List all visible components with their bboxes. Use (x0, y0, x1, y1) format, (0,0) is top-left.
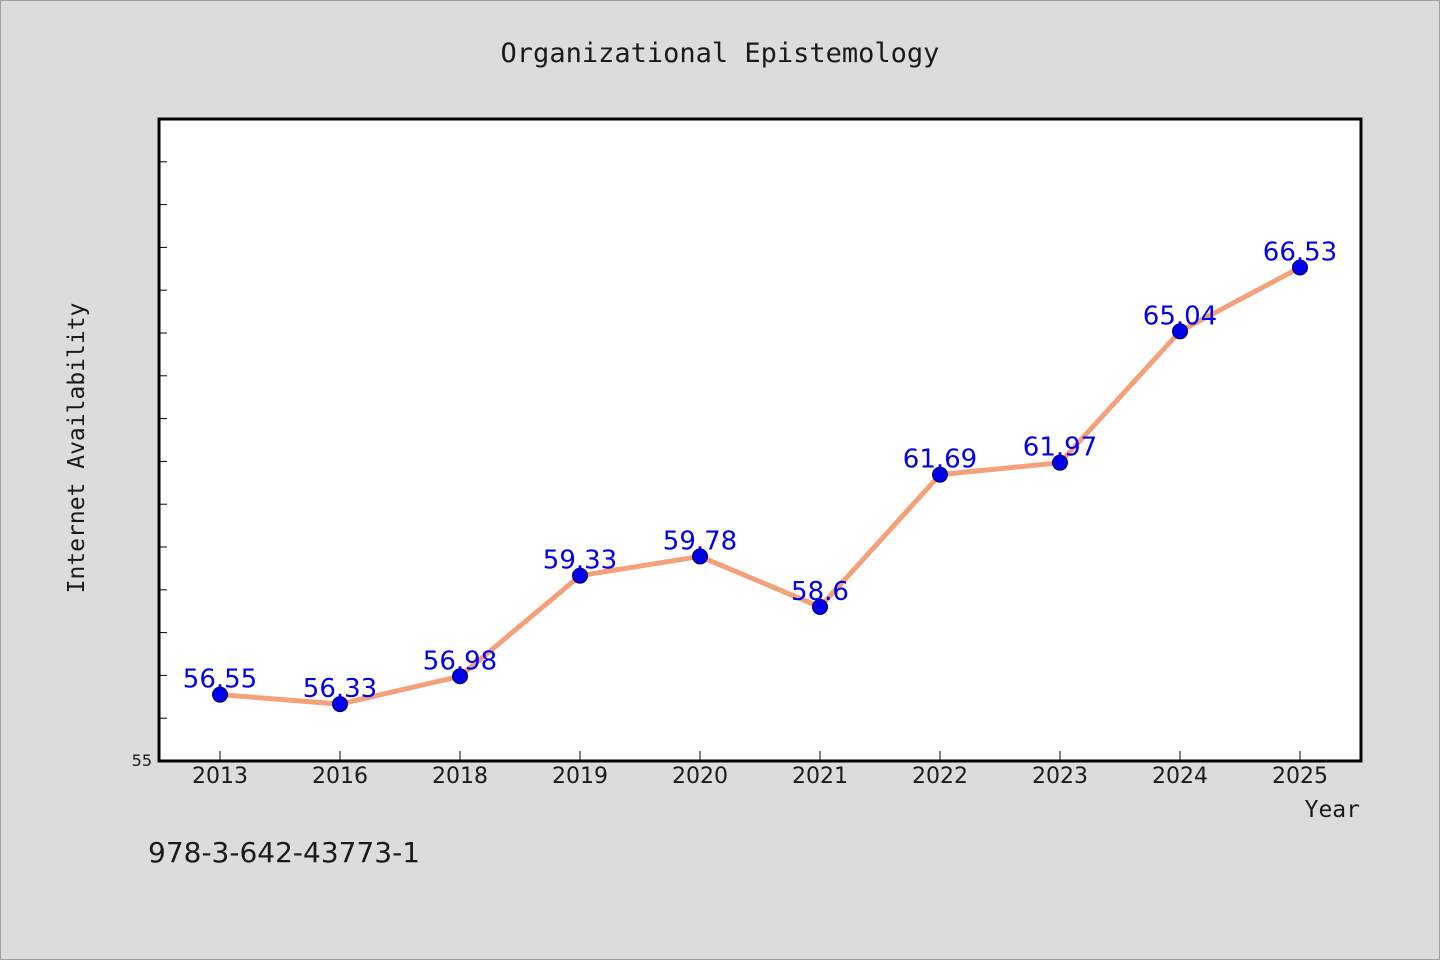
x-tick-label: 2021 (792, 764, 848, 789)
data-label: 58.6 (791, 577, 849, 607)
y-axis-ticks (159, 161, 167, 719)
x-tick-label: 2013 (192, 764, 248, 789)
data-point (572, 567, 588, 584)
data-label: 56.55 (183, 665, 257, 695)
x-tick-label: 2025 (1272, 764, 1328, 789)
data-label: 59.33 (543, 546, 617, 576)
data-label: 66.53 (1263, 238, 1337, 268)
plot-area (157, 117, 1363, 763)
data-point (332, 696, 348, 713)
data-label: 56.33 (303, 674, 377, 704)
x-tick-label: 2022 (912, 764, 968, 789)
isbn-text: 978-3-642-43773-1 (148, 836, 420, 869)
data-point (932, 466, 948, 483)
data-label: 59.78 (663, 526, 737, 556)
x-tick-label: 2018 (432, 764, 488, 789)
x-tick-label: 2016 (312, 764, 368, 789)
chart-title: Organizational Epistemology (501, 38, 940, 69)
series-layer (212, 259, 1308, 713)
y-axis-label: Internet Availability (64, 303, 90, 594)
data-point (212, 686, 228, 703)
data-point (452, 668, 468, 685)
data-point (692, 548, 708, 565)
series-line (219, 265, 1302, 707)
data-label: 65.04 (1143, 301, 1217, 331)
data-point (1292, 259, 1308, 276)
data-point (1172, 323, 1188, 340)
data-label: 61.69 (903, 445, 977, 475)
data-label: 61.97 (1023, 433, 1097, 463)
x-axis-ticks: 2013 2016 2018 2019 2020 2021 2022 2023 2024 2025 (192, 751, 1328, 789)
data-labels-layer: 56.55 56.33 56.98 59.33 59.78 58.6 61.69 61.97 6… (183, 238, 1337, 705)
x-tick-label: 2019 (552, 764, 608, 789)
x-tick-label: 2020 (672, 764, 728, 789)
x-tick-label: 2023 (1032, 764, 1088, 789)
x-axis-label: Year (1305, 797, 1360, 823)
data-point (1052, 454, 1068, 471)
data-point (812, 598, 828, 615)
x-tick-label: 2024 (1152, 764, 1208, 789)
y-tick-label-min: 55 (132, 751, 152, 770)
data-label: 56.98 (423, 646, 497, 676)
